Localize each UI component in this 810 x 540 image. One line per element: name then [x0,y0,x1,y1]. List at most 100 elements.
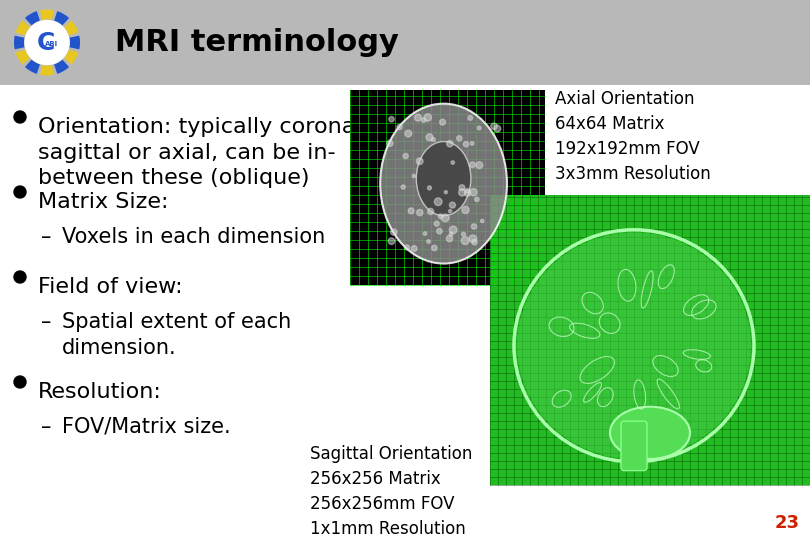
Circle shape [438,214,443,219]
Text: Field of view:: Field of view: [38,277,182,297]
Text: Axial Orientation
64x64 Matrix
192x192mm FOV
3x3mm Resolution: Axial Orientation 64x64 Matrix 192x192mm… [555,90,710,183]
Circle shape [424,114,432,122]
Text: MRI terminology: MRI terminology [115,28,399,57]
Circle shape [14,271,26,283]
Text: Spatial extent of each
dimension.: Spatial extent of each dimension. [62,312,292,357]
Wedge shape [15,21,30,36]
Circle shape [14,376,26,388]
Circle shape [416,158,423,165]
Circle shape [437,228,442,234]
Wedge shape [40,10,53,20]
Circle shape [450,232,453,236]
Circle shape [397,124,403,130]
FancyBboxPatch shape [621,421,647,470]
Circle shape [457,136,462,141]
Circle shape [471,141,474,145]
Circle shape [421,118,426,122]
Wedge shape [40,65,53,76]
Circle shape [459,185,465,191]
Circle shape [441,214,449,222]
Ellipse shape [518,233,751,459]
Circle shape [25,21,69,64]
Ellipse shape [416,141,471,215]
FancyBboxPatch shape [0,85,810,540]
Circle shape [14,111,26,123]
Circle shape [494,125,501,132]
Circle shape [415,114,421,121]
Circle shape [450,226,457,234]
Wedge shape [15,50,30,65]
Circle shape [449,210,452,213]
Circle shape [464,190,471,196]
Circle shape [424,232,427,235]
Circle shape [491,123,497,130]
Circle shape [434,198,442,206]
Wedge shape [25,11,40,25]
Wedge shape [25,59,40,74]
Circle shape [461,237,469,245]
Circle shape [468,116,473,120]
Circle shape [386,140,393,146]
Ellipse shape [380,104,507,264]
Circle shape [451,161,454,164]
Circle shape [389,117,394,122]
Circle shape [426,134,433,141]
Ellipse shape [610,407,690,459]
FancyBboxPatch shape [0,0,810,85]
Circle shape [445,191,447,194]
Wedge shape [54,11,69,25]
Circle shape [470,188,477,196]
Circle shape [462,206,469,213]
Circle shape [475,197,479,201]
Circle shape [434,221,439,226]
Text: ABI: ABI [45,42,58,48]
Circle shape [462,232,466,236]
Wedge shape [70,36,80,49]
Circle shape [471,239,477,245]
Circle shape [471,224,476,229]
Circle shape [403,153,408,159]
Circle shape [405,130,411,137]
Circle shape [427,240,430,244]
Wedge shape [64,50,79,65]
Text: Sagittal Orientation
256x256 Matrix
256x256mm FOV
1x1mm Resolution: Sagittal Orientation 256x256 Matrix 256x… [310,445,472,538]
Wedge shape [14,36,24,49]
Wedge shape [64,21,79,36]
Circle shape [480,219,484,222]
Circle shape [440,119,446,125]
Circle shape [411,246,417,252]
Circle shape [477,126,481,130]
Text: Orientation: typically coronal,
sagittal or axial, can be in-
between these (obl: Orientation: typically coronal, sagittal… [38,117,369,188]
Circle shape [446,235,453,242]
Circle shape [432,138,435,141]
Circle shape [404,245,410,250]
Circle shape [412,174,416,178]
Text: FOV/Matrix size.: FOV/Matrix size. [62,417,231,437]
Circle shape [469,235,477,242]
FancyBboxPatch shape [490,195,810,485]
Text: –: – [40,227,51,247]
Circle shape [14,186,26,198]
Circle shape [401,185,405,189]
Circle shape [476,161,483,168]
Circle shape [465,188,470,193]
Text: 23: 23 [775,514,800,532]
Circle shape [458,189,466,196]
Circle shape [416,210,423,216]
Wedge shape [54,59,69,74]
FancyBboxPatch shape [350,90,545,285]
Circle shape [446,140,453,147]
Circle shape [470,162,475,167]
Text: Voxels in each dimension: Voxels in each dimension [62,227,326,247]
Circle shape [432,245,437,251]
Circle shape [428,208,433,214]
Text: C: C [36,30,55,55]
Text: –: – [40,417,51,437]
Text: Matrix Size:: Matrix Size: [38,192,168,212]
Text: Resolution:: Resolution: [38,382,162,402]
Text: –: – [40,312,51,332]
Circle shape [463,141,469,147]
Circle shape [390,229,397,235]
Circle shape [408,208,414,214]
Circle shape [450,202,455,208]
